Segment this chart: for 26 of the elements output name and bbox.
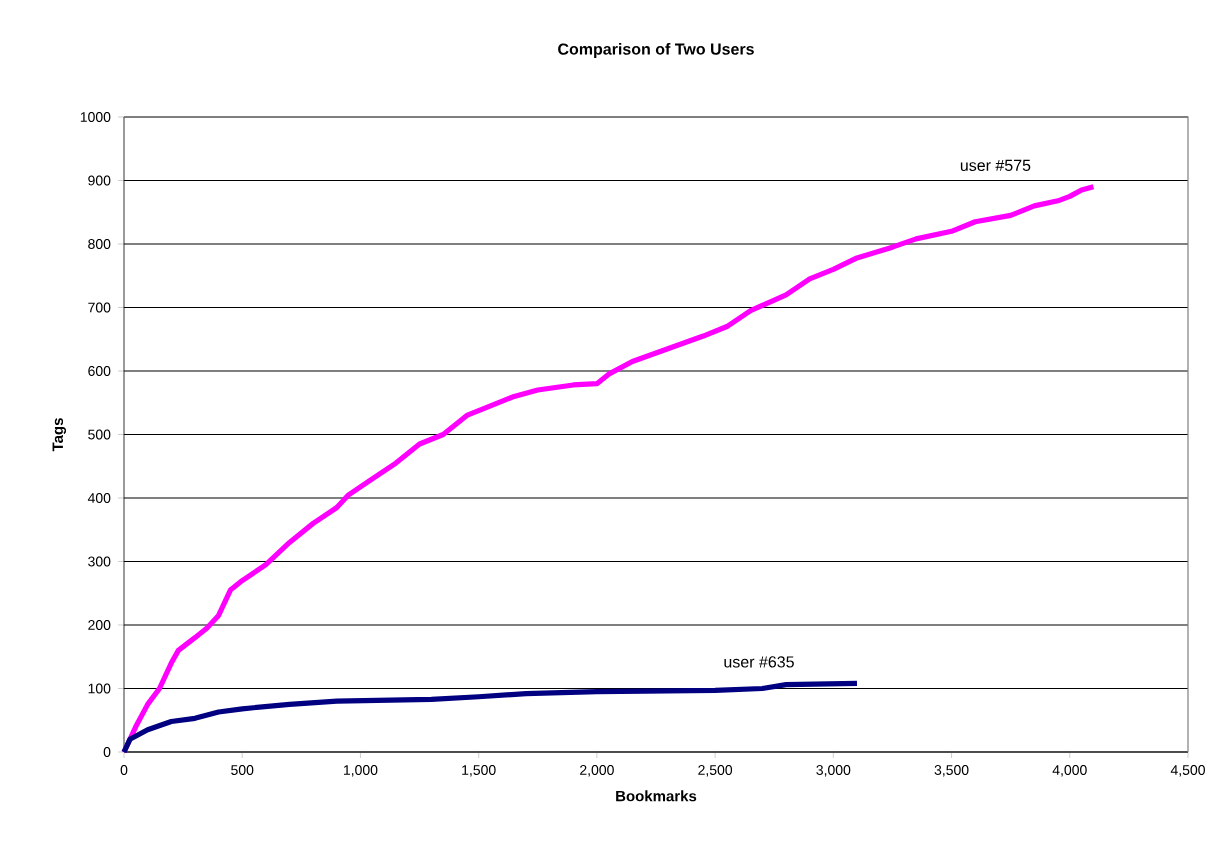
y-tick-label: 600 bbox=[88, 366, 111, 376]
x-tick-label: 4,500 bbox=[1170, 765, 1205, 777]
y-tick-label: 200 bbox=[88, 620, 111, 630]
y-axis-title: Tags bbox=[52, 418, 67, 452]
x-tick-label: 4,000 bbox=[1052, 765, 1087, 777]
x-tick-label: 1,000 bbox=[344, 765, 378, 777]
x-axis-title: Bookmarks bbox=[616, 790, 697, 802]
y-tick-label: 800 bbox=[88, 239, 111, 249]
y-tick-label: 400 bbox=[87, 493, 111, 503]
x-tick-label: 1,500 bbox=[462, 765, 496, 777]
series-label: user #635 bbox=[724, 656, 794, 668]
y-tick-label: 300 bbox=[88, 556, 111, 567]
text: user #575 bbox=[960, 159, 1031, 171]
y-tick-label: 500 bbox=[88, 429, 111, 440]
y-tick-label: 700 bbox=[88, 302, 111, 313]
y-tick-label: 0 bbox=[103, 747, 111, 757]
y-tick-label: 1000 bbox=[80, 112, 111, 122]
x-tick-label: 2,500 bbox=[698, 765, 733, 777]
x-tick-label: 500 bbox=[231, 765, 254, 775]
x-tick-label: 2,000 bbox=[580, 765, 614, 777]
x-tick-label: 3,000 bbox=[816, 765, 851, 777]
x-tick-label: 3,500 bbox=[934, 765, 969, 777]
y-tick-label: 100 bbox=[88, 683, 111, 694]
chart-title: Comparison of Two Users bbox=[558, 43, 754, 58]
x-tick-label: 0 bbox=[120, 765, 128, 775]
y-tick-label: 900 bbox=[88, 175, 111, 186]
